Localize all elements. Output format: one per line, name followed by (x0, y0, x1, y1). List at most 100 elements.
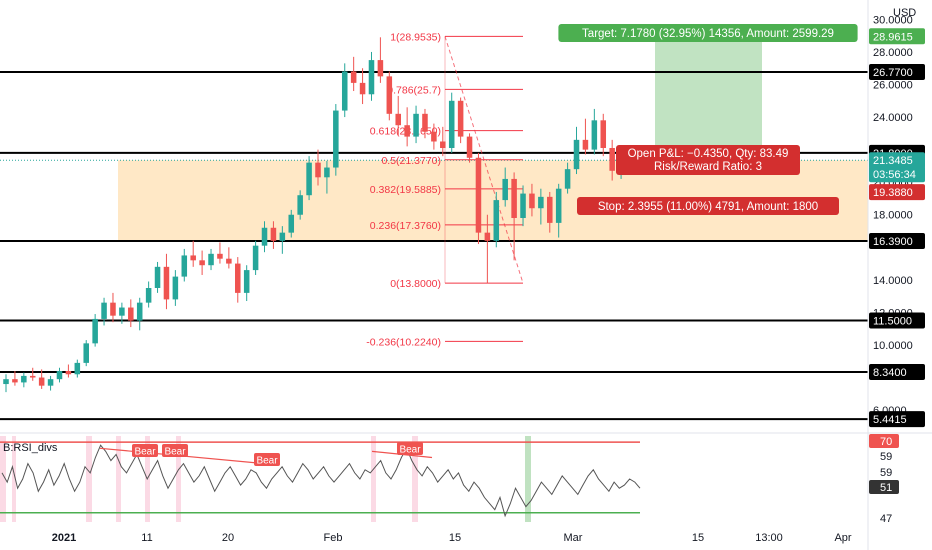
rsi-bear-band-7 (412, 436, 418, 522)
candle-body-15 (136, 302, 143, 321)
candle-body-45 (404, 125, 410, 137)
candle-body-34 (306, 162, 312, 196)
candle-body-17 (154, 266, 161, 288)
price-label-1: 26.7700 (873, 67, 913, 79)
candle-body-30 (270, 227, 277, 241)
candle-body-14 (128, 307, 134, 321)
rsi-y-tick-2: 47 (880, 513, 892, 525)
candle-body-10 (92, 318, 98, 344)
fib-label-5: 0.236(17.3760) (370, 220, 441, 232)
candle-body-60 (538, 196, 544, 209)
candle-body-2 (21, 375, 27, 383)
risk-reward-label: Risk/Reward Ratio: 3 (654, 161, 762, 173)
candle-body-19 (172, 276, 179, 300)
rsi-bear-band-5 (176, 436, 181, 522)
y-tick-0: 30.0000 (873, 14, 913, 26)
candle-body-50 (448, 100, 455, 148)
rsi-level-box-1 (869, 480, 899, 494)
candle-body-54 (484, 232, 491, 241)
rsi-bear-band-1 (12, 436, 16, 522)
x-tick-8: Apr (834, 532, 851, 544)
rsi-bull-band (525, 436, 531, 522)
candle-body-37 (333, 110, 339, 168)
candle-body-29 (261, 227, 268, 246)
bear-label-box-0 (132, 444, 158, 457)
x-tick-1: 11 (141, 532, 152, 544)
candle-body-68 (609, 148, 615, 171)
x-tick-4: 15 (449, 532, 461, 544)
candle-body-26 (235, 263, 241, 293)
candle-body-39 (350, 71, 357, 83)
price-label-10: 5.4415 (873, 414, 907, 426)
price-label-6: 19.3880 (873, 187, 913, 199)
rsi-bear-band-0 (0, 436, 6, 522)
candle-body-47 (422, 113, 428, 132)
price-label-8: 11.5000 (873, 316, 912, 328)
candle-body-22 (199, 260, 205, 266)
price-label-4: 21.3485 (873, 155, 913, 167)
candle-body-65 (582, 139, 589, 150)
price-label-box-4 (869, 152, 925, 169)
candle-body-7 (65, 371, 72, 375)
y-tick-1: 28.0000 (873, 47, 913, 59)
candle-body-4 (38, 377, 45, 386)
candle-body-13 (119, 307, 125, 316)
price-label-box-1 (869, 63, 925, 80)
y-tick-5: 18.0000 (873, 210, 913, 222)
candle-body-63 (564, 169, 571, 189)
price-label-5: 03:56:34 (873, 169, 916, 181)
y-tick-6: 14.0000 (873, 275, 913, 287)
candle-body-36 (324, 167, 330, 178)
candle-body-9 (83, 343, 89, 363)
x-tick-2: 20 (222, 532, 234, 544)
x-tick-7: 13:00 (755, 532, 783, 544)
rsi-level-label-0: 70 (880, 436, 892, 448)
candle-body-43 (386, 76, 393, 114)
candle-body-62 (555, 188, 562, 223)
candle-body-35 (315, 162, 321, 178)
candle-body-18 (163, 266, 170, 300)
candle-body-66 (591, 120, 598, 150)
candle-body-32 (288, 214, 295, 233)
candle-body-57 (511, 178, 517, 218)
bear-label-2: Bear (256, 456, 278, 467)
candle-body-33 (297, 195, 303, 215)
stop-label-box (577, 197, 839, 215)
price-pane[interactable]: 1(28.9535)0.786(25.7)0.618(23.1650)0.5(2… (0, 24, 868, 421)
candle-body-12 (110, 302, 116, 316)
candle-body-25 (226, 258, 232, 264)
rsi-indicator-title: B:RSI_divs (3, 442, 58, 454)
x-tick-0: 2021 (52, 532, 76, 544)
candle-body-11 (101, 302, 107, 319)
price-label-box-7 (869, 232, 925, 249)
candle-body-31 (279, 232, 286, 241)
candle-body-49 (440, 141, 446, 148)
candle-body-5 (47, 379, 54, 386)
price-label-box-10 (869, 411, 925, 428)
bear-label-box-2 (254, 453, 280, 466)
bear-label-3: Bear (399, 445, 421, 456)
rsi-pane[interactable]: Bear Bear Bear Bear (0, 436, 641, 522)
price-label-box-8 (869, 312, 925, 329)
fib-label-1: 0.786(25.7) (387, 84, 441, 96)
price-label-box-9 (869, 364, 925, 380)
candle-body-40 (359, 82, 366, 95)
candle-body-67 (600, 120, 607, 148)
rsi-y-tick-1: 59 (880, 467, 892, 479)
target-label: Target: 7.1780 (32.95%) 14356, Amount: 2… (582, 28, 834, 40)
candle-body-27 (243, 270, 250, 293)
pnl-label: Open P&L: −0.4350, Qty: 83.49 (628, 148, 789, 160)
pnl-box (616, 145, 800, 175)
candle-body-42 (377, 60, 384, 77)
candle-body-44 (395, 113, 401, 126)
candle-body-1 (12, 379, 18, 383)
price-label-0: 28.9615 (873, 31, 913, 43)
candle-body-21 (190, 255, 196, 261)
price-label-box-5 (869, 166, 925, 183)
candle-body-28 (252, 245, 259, 271)
candle-body-41 (368, 60, 375, 95)
candle-body-46 (413, 113, 419, 137)
candle-body-61 (547, 196, 553, 223)
